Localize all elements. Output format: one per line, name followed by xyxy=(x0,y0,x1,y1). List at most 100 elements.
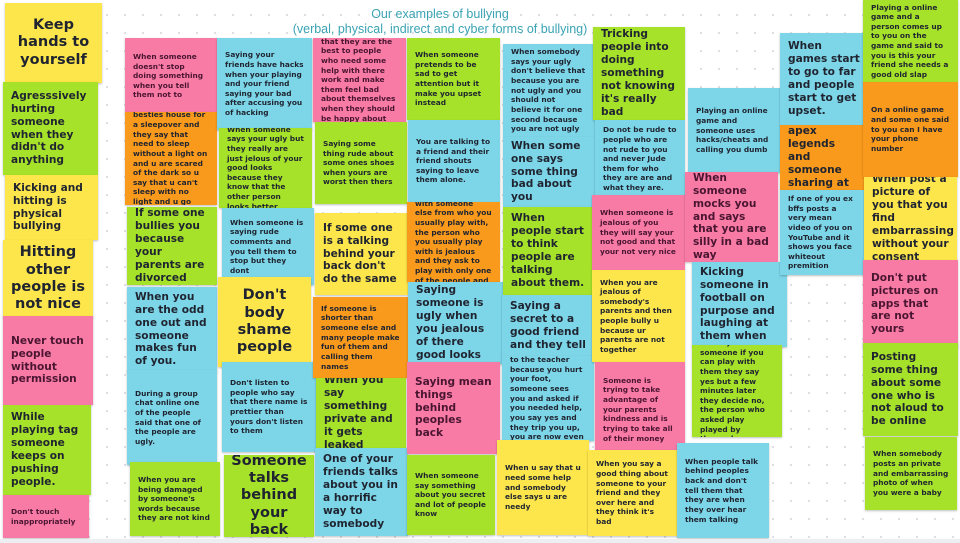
sticky-note[interactable]: During a group chat online one of the pe… xyxy=(127,370,217,465)
bottom-bar xyxy=(0,539,960,543)
sticky-note[interactable]: You are walking to the teacher because y… xyxy=(502,356,594,441)
sticky-note[interactable]: When someone pretends to be sad to get a… xyxy=(407,38,500,120)
sticky-note[interactable]: When some one says some thing bad about … xyxy=(503,137,595,207)
sticky-note[interactable]: If someone is shorter than someone else … xyxy=(313,297,408,378)
sticky-note[interactable]: On a online game and some one said to yo… xyxy=(863,82,958,177)
sticky-note-text: Don't body shame people xyxy=(236,287,293,356)
sticky-note[interactable]: Playing a online game and a person comes… xyxy=(863,0,958,82)
sticky-note[interactable]: Don't body shame people xyxy=(218,277,311,367)
sticky-note-text: When people start to think people are ta… xyxy=(511,212,585,289)
sticky-note[interactable]: If some one bullies you because your par… xyxy=(127,207,217,285)
sticky-note[interactable]: When you are jealous of somebody's paren… xyxy=(592,270,685,362)
sticky-note[interactable]: You are playing with someone else from w… xyxy=(407,202,500,282)
sticky-note[interactable]: Someone talks behind your back xyxy=(224,455,314,537)
sticky-note-text: If someone is shorter than someone else … xyxy=(321,303,400,371)
sticky-note-text: Someone is trying to take advantage of y… xyxy=(603,375,673,443)
sticky-note-text: Saying some thing rude about some ones s… xyxy=(323,138,395,187)
sticky-note[interactable]: When you ask someone if you can play wit… xyxy=(692,345,782,437)
board-title: Our examples of bullying xyxy=(371,7,509,21)
sticky-note[interactable]: Saying someone is ugly when you jealous … xyxy=(408,282,503,364)
sticky-note-text: Agresssively hurting someone when they d… xyxy=(11,89,87,167)
sticky-note[interactable]: Tricking people into doing something not… xyxy=(593,27,685,120)
sticky-note-text: Tricking people into doing something not… xyxy=(601,28,675,118)
sticky-note-text: When someone is saying rude comments and… xyxy=(230,217,304,275)
sticky-note[interactable]: Saying your friends have hacks when your… xyxy=(217,38,312,130)
sticky-note-text: When post a picture of you that you find… xyxy=(872,177,954,260)
sticky-note[interactable]: Do not be rude to people who are not rud… xyxy=(595,120,685,198)
sticky-note[interactable]: When post a picture of you that you find… xyxy=(864,177,957,260)
sticky-note[interactable]: Kicking and hitting is physical bullying xyxy=(5,175,98,240)
sticky-note-text: If some one bullies you because your par… xyxy=(135,207,205,284)
sticky-note-text: If some one is a talking behind your bac… xyxy=(323,221,397,286)
sticky-note-text: Keep hands to yourself xyxy=(17,16,90,68)
sticky-note[interactable]: If some one is a talking behind your bac… xyxy=(315,213,408,295)
sticky-note-text: Kicking and hitting is physical bullying xyxy=(13,181,83,233)
sticky-note-text: When you ask someone if you can play wit… xyxy=(700,345,765,437)
sticky-note[interactable]: When people talk behind peoples back and… xyxy=(677,443,769,538)
sticky-note-text: When u are at ur besties house for a sle… xyxy=(133,112,208,205)
sticky-note[interactable]: When you say a good thing about someone … xyxy=(588,450,678,536)
sticky-note-text: On a online game and some one said to yo… xyxy=(871,105,950,153)
sticky-note[interactable]: Posting some thing about some one who is… xyxy=(863,343,958,436)
sticky-note[interactable]: When you are the odd one out and someone… xyxy=(127,287,217,372)
sticky-note[interactable]: Saying some thing rude about some ones s… xyxy=(315,122,407,204)
sticky-note-text: When somebody says your ugly don't belie… xyxy=(511,47,586,134)
sticky-note-text: When someone is jealous of you they will… xyxy=(600,208,676,256)
sticky-note-text: When someone doesn't stop doing somethin… xyxy=(133,51,204,100)
sticky-note-text: Kicking someone in football on purpose a… xyxy=(700,265,775,343)
sticky-note-text: Saying mean things behind peoples back xyxy=(415,375,492,440)
sticky-note-text: You are playing with someone else from w… xyxy=(415,202,492,282)
sticky-note[interactable]: When someone is jealous of you they will… xyxy=(592,195,685,270)
sticky-note[interactable]: When someone say something about you sec… xyxy=(407,455,495,535)
sticky-note[interactable]: When somebody posts an private and embar… xyxy=(865,437,957,510)
sticky-note-text: When u say that u need some help and som… xyxy=(505,463,581,511)
sticky-note[interactable]: When someone mocks you and says that you… xyxy=(685,172,778,262)
sticky-note[interactable]: When someone is saying rude comments and… xyxy=(222,208,314,285)
sticky-note-text: When people talk behind peoples back and… xyxy=(685,456,759,524)
sticky-note-text: Someone talks behind your back xyxy=(231,455,307,537)
sticky-note-text: During a group chat online one of the pe… xyxy=(135,388,201,446)
sticky-note-text: Don't listen to people who say that ther… xyxy=(230,378,308,436)
sticky-note[interactable]: Saying mean things behind peoples back xyxy=(407,362,500,454)
sticky-note[interactable]: When you say something private and it ge… xyxy=(316,378,406,448)
sticky-note[interactable]: When u say that u need some help and som… xyxy=(497,440,589,535)
sticky-note[interactable]: When someone says your ugly but they rea… xyxy=(219,128,312,208)
sticky-note[interactable]: If one of you ex bffs posts a very mean … xyxy=(780,190,865,275)
sticky-note[interactable]: When you are being damaged by someone's … xyxy=(130,462,220,536)
sticky-note[interactable]: Don't put pictures on apps that are not … xyxy=(863,260,958,348)
sticky-note[interactable]: When people say that they are the best t… xyxy=(313,38,406,122)
sticky-note[interactable]: When someone doesn't stop doing somethin… xyxy=(125,38,217,114)
sticky-note-text: When someone say something about you sec… xyxy=(415,470,486,519)
sticky-note[interactable]: Someone is trying to take advantage of y… xyxy=(595,362,685,457)
sticky-note[interactable]: You are talking to a friend and their fr… xyxy=(408,120,500,202)
sticky-note-text: You are walking to the teacher because y… xyxy=(510,356,584,441)
sticky-note-text: One of your friends talks about you in a… xyxy=(323,453,398,530)
sticky-note[interactable]: Never touch people without permission xyxy=(3,316,93,405)
sticky-note[interactable]: Playing an online game and someone uses … xyxy=(688,88,780,173)
sticky-note-text: Playing an online game and someone uses … xyxy=(696,106,769,154)
sticky-note[interactable]: When games start to go to far and people… xyxy=(780,33,868,125)
sticky-note-text: While playing tag someone keeps on pushi… xyxy=(11,411,79,488)
sticky-note[interactable]: While playing tag someone keeps on pushi… xyxy=(3,405,91,495)
sticky-note[interactable]: When people start to think people are ta… xyxy=(503,207,595,295)
sticky-note[interactable]: Agresssively hurting someone when they d… xyxy=(3,82,98,175)
sticky-note-text: When somebody posts an private and embar… xyxy=(873,449,949,497)
sticky-note-text: Hitting other people is not nice xyxy=(11,244,86,313)
sticky-note-text: If one of you ex bffs posts a very mean … xyxy=(788,194,853,271)
sticky-note[interactable]: Hitting other people is not nice xyxy=(3,240,93,318)
sticky-note[interactable]: When u are at ur besties house for a sle… xyxy=(125,112,217,205)
sticky-note-text: Do not be rude to people who are not rud… xyxy=(603,125,677,193)
sticky-note-text: Playing apex legends and someone sharing… xyxy=(788,125,849,190)
sticky-note[interactable]: Don't listen to people who say that ther… xyxy=(222,362,316,452)
sticky-note[interactable]: Don't touch inappropriately xyxy=(3,495,89,538)
sticky-note[interactable]: One of your friends talks about you in a… xyxy=(315,448,408,536)
sticky-note-text: You are talking to a friend and their fr… xyxy=(416,136,491,185)
sticky-note-text: Don't touch inappropriately xyxy=(11,506,76,526)
sticky-note[interactable]: Kicking someone in football on purpose a… xyxy=(692,262,787,347)
sticky-note[interactable]: Saying a secret to a good friend and the… xyxy=(502,295,594,357)
sticky-note[interactable]: Playing apex legends and someone sharing… xyxy=(780,125,865,190)
sticky-note[interactable]: Keep hands to yourself xyxy=(5,3,102,83)
sticky-note-text: Saying someone is ugly when you jealous … xyxy=(416,284,485,361)
sticky-note[interactable]: When somebody says your ugly don't belie… xyxy=(503,44,595,137)
sticky-note-text: Posting some thing about some one who is… xyxy=(871,350,944,428)
